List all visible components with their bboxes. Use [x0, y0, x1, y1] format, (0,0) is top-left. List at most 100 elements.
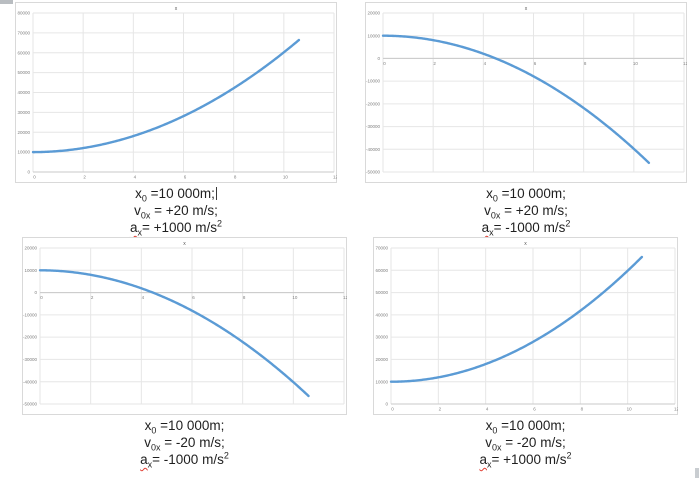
svg-text:12: 12: [683, 61, 687, 66]
svg-text:-40000: -40000: [366, 147, 381, 152]
chart-border: [373, 237, 678, 415]
svg-text:6: 6: [534, 61, 537, 66]
panel-top-right: -50000 -40000 -30000 -20000 -10000 0 10000 2000…: [365, 2, 687, 238]
svg-text:0: 0: [383, 61, 386, 66]
caption-line-v0x: v0x = +20 m/s;: [134, 203, 218, 221]
svg-text:50000: 50000: [375, 290, 388, 295]
chart-x-vs-t-accel-positive-v-negative[interactable]: 0 10000 20000 30000 40000 50000 60000 70000 0 2 4 6…: [373, 237, 678, 415]
caption-line-v0x: v0x = +20 m/s;: [484, 203, 568, 221]
svg-text:-30000: -30000: [23, 357, 38, 362]
svg-text:10: 10: [627, 407, 633, 412]
svg-text:12: 12: [343, 295, 347, 300]
svg-text:60000: 60000: [375, 268, 388, 273]
chart-title: x: [524, 241, 527, 247]
chart-border: [22, 237, 347, 415]
svg-text:8: 8: [243, 295, 246, 300]
svg-text:8: 8: [581, 407, 584, 412]
svg-text:4: 4: [142, 295, 145, 300]
caption-bottom-left: x0 =10 000m; v0x = -20 m/s; ax= -1000 m/…: [22, 417, 347, 470]
svg-text:2: 2: [91, 295, 94, 300]
svg-text:70000: 70000: [375, 246, 388, 251]
svg-text:4: 4: [134, 175, 137, 180]
svg-text:-20000: -20000: [366, 101, 381, 106]
caption-line-x0: x0 =10 000m;: [135, 186, 217, 204]
caption-line-x0: x0 =10 000m;: [485, 418, 566, 436]
svg-text:-30000: -30000: [366, 124, 381, 129]
chart-title: x: [525, 6, 528, 12]
caption-top-right: x0 =10 000m; v0x = +20 m/s; ax= -1000 m/…: [365, 185, 687, 238]
svg-text:10: 10: [292, 295, 298, 300]
svg-text:8: 8: [234, 175, 237, 180]
svg-text:10000: 10000: [375, 379, 388, 384]
svg-text:0: 0: [40, 295, 43, 300]
panel-bottom-left: -50000 -40000 -30000 -20000 -10000 0 10000 2000…: [22, 237, 347, 470]
text-cursor: [215, 187, 217, 200]
caption-top-left: x0 =10 000m; v0x = +20 m/s; ax= +1000 m/…: [15, 185, 337, 238]
svg-text:4: 4: [486, 407, 489, 412]
caption-line-ax: ax= +1000 m/s2: [479, 450, 572, 470]
svg-text:30000: 30000: [375, 335, 388, 340]
svg-text:6: 6: [192, 295, 195, 300]
chart-svg: 0 10000 20000 30000 40000 50000 60000 70000 0 2 4 6…: [373, 237, 678, 415]
chart-svg: 0 10000 20000 30000 40000 50000 60000 70000 8000…: [15, 2, 337, 183]
svg-text:40000: 40000: [17, 90, 30, 95]
svg-text:12: 12: [674, 407, 678, 412]
svg-text:-20000: -20000: [23, 335, 38, 340]
scrollbar-fragment-top-left: [0, 0, 13, 4]
data-series-line: [38, 269, 310, 398]
caption-line-ax: ax= -1000 m/s2: [481, 218, 571, 238]
svg-text:0: 0: [33, 175, 36, 180]
svg-text:20000: 20000: [375, 357, 388, 362]
svg-text:-50000: -50000: [23, 402, 38, 407]
chart-svg: -50000 -40000 -30000 -20000 -10000 0 10000 2000…: [22, 237, 347, 415]
chart-x-vs-t-accel-positive-v-positive[interactable]: 0 10000 20000 30000 40000 50000 60000 70000 8000…: [15, 2, 337, 183]
panel-bottom-right: 0 10000 20000 30000 40000 50000 60000 70000 0 2 4 6…: [373, 237, 678, 470]
svg-text:20000: 20000: [17, 130, 30, 135]
svg-text:0: 0: [391, 407, 394, 412]
caption-line-ax: ax= +1000 m/s2: [129, 218, 223, 238]
svg-text:2: 2: [433, 61, 436, 66]
chart-title: x: [175, 6, 178, 12]
chart-x-vs-t-accel-negative-v-positive[interactable]: -50000 -40000 -30000 -20000 -10000 0 10000 2000…: [365, 2, 687, 183]
svg-text:8: 8: [584, 61, 587, 66]
caption-line-v0x: v0x = -20 m/s;: [144, 435, 225, 453]
svg-text:2: 2: [83, 175, 86, 180]
svg-text:20000: 20000: [367, 11, 380, 16]
svg-text:50000: 50000: [17, 70, 30, 75]
svg-text:-10000: -10000: [366, 79, 381, 84]
caption-bottom-right: x0 =10 000m; v0x = -20 m/s; ax= +1000 m/…: [373, 417, 678, 470]
scrollbar-fragment-bottom-right: [695, 468, 699, 478]
data-series-line: [389, 255, 644, 383]
svg-text:6: 6: [184, 175, 187, 180]
svg-text:-40000: -40000: [23, 379, 38, 384]
panel-top-left: 0 10000 20000 30000 40000 50000 60000 70000 8000…: [15, 2, 337, 238]
chart-svg: -50000 -40000 -30000 -20000 -10000 0 10000 2000…: [365, 2, 687, 183]
chart-border: [365, 2, 687, 183]
data-series-line: [381, 34, 651, 165]
svg-text:10: 10: [283, 175, 289, 180]
chart-x-vs-t-accel-negative-v-negative[interactable]: -50000 -40000 -30000 -20000 -10000 0 10000 2000…: [22, 237, 347, 415]
svg-text:10000: 10000: [24, 268, 37, 273]
svg-text:10000: 10000: [17, 150, 30, 155]
svg-text:2: 2: [439, 407, 442, 412]
chart-title: x: [183, 241, 186, 247]
svg-text:0: 0: [27, 170, 30, 175]
caption-line-x0: x0 =10 000m;: [144, 418, 225, 436]
caption-line-ax: ax= -1000 m/s2: [140, 450, 229, 470]
svg-text:6: 6: [533, 407, 536, 412]
svg-text:80000: 80000: [17, 11, 30, 16]
svg-text:40000: 40000: [375, 312, 388, 317]
svg-text:70000: 70000: [17, 30, 30, 35]
svg-text:10: 10: [633, 61, 639, 66]
svg-text:-50000: -50000: [366, 170, 381, 175]
svg-text:10000: 10000: [367, 33, 380, 38]
svg-text:4: 4: [484, 61, 487, 66]
svg-text:20000: 20000: [24, 246, 37, 251]
svg-text:0: 0: [34, 290, 37, 295]
caption-line-v0x: v0x = -20 m/s;: [485, 435, 566, 453]
svg-text:60000: 60000: [17, 50, 30, 55]
svg-text:-10000: -10000: [23, 312, 38, 317]
svg-text:12: 12: [333, 175, 337, 180]
svg-text:30000: 30000: [17, 110, 30, 115]
